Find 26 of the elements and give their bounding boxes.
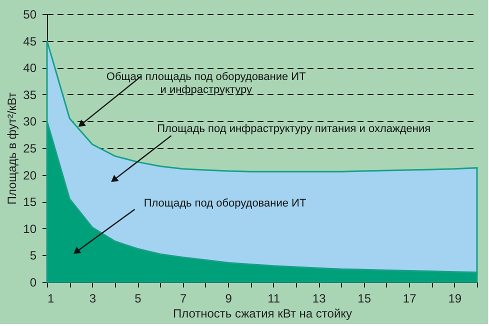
x-tick-label: 13 (312, 292, 326, 306)
annotation: Площадь под оборудование ИТ (144, 197, 306, 210)
annotation: Площадь под инфраструктуру питания и охлаждения (157, 122, 431, 135)
x-tick-label: 1 (48, 292, 54, 306)
x-tick-label: 7 (180, 292, 187, 306)
y-tick-label: 35 (23, 88, 37, 102)
y-tick-label: 45 (23, 34, 37, 48)
y-tick-label: 50 (23, 8, 37, 22)
y-tick-label: 40 (23, 61, 37, 76)
y-tick-label: 0 (30, 276, 37, 290)
x-tick-label: 11 (268, 292, 280, 306)
y-tick-label: 30 (23, 114, 37, 129)
x-tick-label: 19 (448, 292, 462, 306)
x-axis-title: Плотность сжатия кВт на стойку (172, 306, 352, 320)
x-tick-label: 5 (134, 292, 142, 306)
x-tick-label: 9 (225, 292, 232, 306)
y-tick-label: 10 (23, 222, 37, 236)
y-axis-title: Площадь в фут²/кВт (5, 92, 20, 205)
x-tick-label: 15 (358, 292, 372, 306)
y-tick-label: 15 (23, 195, 37, 210)
y-tick-label: 5 (30, 248, 37, 263)
x-tick-label: 17 (402, 292, 417, 306)
y-tick-label: 20 (23, 168, 37, 182)
y-tick-label: 25 (23, 142, 37, 156)
x-tick-label: 3 (89, 292, 96, 306)
annotation: Общая площадь под оборудование ИТ и инфраструктуру (106, 70, 306, 96)
